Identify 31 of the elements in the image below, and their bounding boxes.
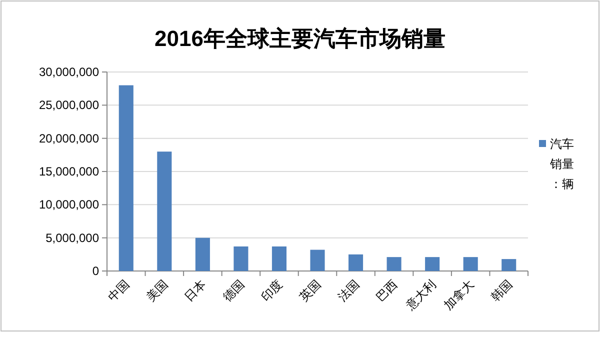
bar [118, 85, 134, 271]
x-tick-label: 德国 [220, 277, 248, 304]
x-tick-label: 印度 [258, 277, 286, 304]
bar [386, 257, 402, 271]
x-tick-label: 加拿大 [441, 277, 477, 313]
y-tick-label: 25,000,000 [38, 98, 100, 112]
x-tick-label: 日本 [182, 277, 209, 304]
y-tick-label: 15,000,000 [38, 164, 100, 178]
bar [272, 246, 286, 271]
bar [157, 152, 172, 271]
y-tick-label: 5,000,000 [46, 230, 100, 245]
y-tick-label: 0 [92, 264, 100, 278]
bar [310, 250, 325, 271]
chart-title: 2016年全球主要汽车市场销量 [154, 26, 446, 51]
bar [463, 257, 478, 271]
x-tick-label: 韩国 [488, 277, 515, 304]
y-tick-label: 20,000,000 [38, 131, 100, 146]
bar [348, 254, 364, 271]
y-tick-label: 30,000,000 [38, 65, 100, 79]
x-tick-label: 意大利 [402, 277, 438, 314]
x-tick-label: 英国 [296, 277, 324, 304]
x-tick-label: 法国 [335, 277, 362, 304]
y-tick-label: 10,000,000 [38, 198, 100, 212]
x-tick-label: 中国 [105, 277, 132, 304]
legend-label: 汽车销量：辆 [549, 137, 574, 191]
bar [425, 257, 440, 271]
x-tick-label: 美国 [144, 277, 171, 304]
bar [195, 238, 210, 271]
x-tick-label: 巴西 [373, 277, 400, 304]
bar [234, 246, 248, 271]
bar [502, 259, 516, 271]
